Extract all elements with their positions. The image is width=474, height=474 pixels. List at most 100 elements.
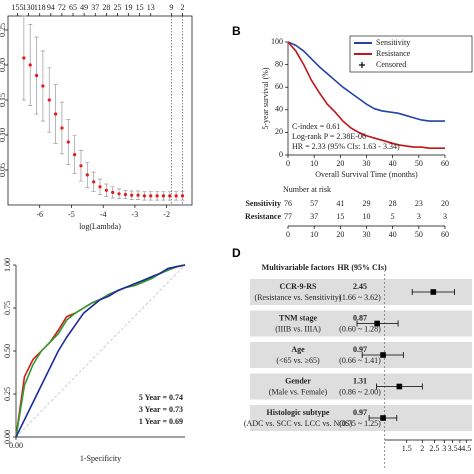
- top-tick-label: 28: [102, 3, 110, 12]
- panel-label: B: [232, 24, 241, 38]
- point: [174, 194, 178, 198]
- point: [136, 193, 140, 197]
- x-tick-label: -6: [36, 210, 43, 219]
- y-tick-label: 0.25: [0, 23, 7, 37]
- hr-marker: [380, 352, 386, 358]
- point: [117, 192, 121, 196]
- point: [142, 194, 147, 198]
- hr-ci: (0.66 ~ 1.41): [339, 356, 381, 365]
- risk-count: 23: [415, 199, 423, 208]
- top-tick-label: 94: [47, 3, 55, 12]
- point: [79, 164, 83, 168]
- diagonal: [15, 264, 186, 438]
- x-tick-label: 0: [286, 230, 290, 239]
- x-tick-label: 4: [458, 444, 462, 453]
- x-tick-label: 30: [363, 159, 371, 168]
- hr-value: 0.97: [353, 408, 367, 417]
- y-tick-label: 0.50: [3, 344, 12, 358]
- row-band: [250, 373, 472, 400]
- y-tick-label: 100: [271, 37, 283, 46]
- x-tick-label: -3: [132, 210, 139, 219]
- x-tick-label: 50: [415, 230, 423, 239]
- legend-label: Resistance: [376, 49, 411, 58]
- top-tick-label: 130: [23, 3, 35, 12]
- point: [168, 194, 172, 198]
- point: [34, 73, 39, 78]
- point: [47, 98, 51, 102]
- factor-name: Gender: [285, 376, 311, 385]
- hr-value: 1.31: [353, 376, 367, 385]
- annotation: HR = 2.33 (95% CIs: 1.63 - 3.34): [292, 142, 400, 151]
- y-tick-label: 0.75: [3, 301, 12, 315]
- top-tick-label: 2: [180, 3, 184, 12]
- point: [155, 194, 159, 198]
- hr-value: 0.87: [353, 313, 367, 322]
- y-tick-label: 40: [275, 105, 283, 114]
- row-band: [250, 405, 472, 431]
- risk-table-title: Number at risk: [283, 185, 331, 194]
- factor-comparison: (Resistance vs. Sensitivity): [255, 293, 342, 302]
- survival-curve: [287, 41, 445, 150]
- roc-curve: [15, 264, 186, 438]
- risk-count: 15: [336, 212, 344, 221]
- risk-count: 37: [310, 212, 318, 221]
- legend-label: Censored: [376, 60, 406, 69]
- header: Multivariable factors: [262, 263, 335, 272]
- y-tick-label: 0.25: [3, 387, 12, 401]
- survival-curve: [287, 41, 445, 122]
- point: [22, 56, 26, 60]
- point: [41, 84, 45, 88]
- top-tick-label: 118: [34, 3, 46, 12]
- hr-marker: [396, 383, 403, 390]
- risk-count: 20: [441, 199, 449, 208]
- x-axis-label: log(Lambda): [79, 222, 121, 231]
- factor-name: CCR-9-RS: [280, 282, 317, 291]
- hr-value: 0.97: [353, 345, 367, 354]
- factor-name: Histologic subtype: [267, 408, 330, 417]
- risk-count: 57: [310, 199, 318, 208]
- y-tick-label: 0.00: [3, 430, 12, 444]
- x-tick-label: 10: [310, 159, 318, 168]
- risk-count: 41: [336, 199, 344, 208]
- row-band: [250, 342, 472, 368]
- top-tick-label: 25: [113, 3, 121, 12]
- y-tick-label: 80: [275, 59, 283, 68]
- y-tick-label: 1.00: [3, 258, 12, 272]
- panel-label: D: [232, 246, 241, 260]
- x-tick-label: 50: [415, 159, 423, 168]
- top-tick-label: 9: [169, 3, 173, 12]
- factor-comparison: (IIIB vs. IIIA): [275, 324, 321, 333]
- top-tick-label: 13: [147, 3, 155, 12]
- hr-marker: [380, 415, 386, 421]
- risk-count: 28: [389, 199, 397, 208]
- point: [161, 194, 166, 198]
- hr-ci: (0.86 ~ 2.00): [339, 387, 381, 396]
- annotation: Log-rank P = 2.38E-06: [292, 132, 366, 141]
- top-tick-label: 155: [12, 3, 24, 12]
- x-tick-label: -2: [163, 210, 170, 219]
- y-tick-label: 0: [279, 150, 283, 159]
- x-tick-label: 0: [286, 159, 290, 168]
- hr-ci: (0.60 ~ 1.28): [339, 324, 381, 333]
- factor-comparison: (ADC vs. SCC vs. LCC vs. NOS): [244, 419, 353, 428]
- point: [130, 193, 134, 197]
- x-tick-label: 2: [420, 444, 424, 453]
- x-axis-label: 1-Specificity: [80, 454, 121, 463]
- point: [53, 112, 58, 116]
- hr-ci: (1.66 ~ 3.62): [339, 293, 381, 302]
- point: [98, 185, 102, 189]
- x-tick-label: 20: [336, 159, 344, 168]
- annotation: C-index = 0.61: [292, 122, 340, 131]
- x-tick-label: 40: [389, 159, 397, 168]
- top-tick-label: 65: [69, 3, 77, 12]
- y-axis-label: 5-year survival (%): [261, 67, 270, 130]
- risk-count: 77: [284, 212, 292, 221]
- x-tick-label: 4.5: [461, 444, 471, 453]
- legend-label: 1 Year = 0.69: [139, 417, 183, 426]
- factor-name: TNM stage: [279, 313, 317, 322]
- top-tick-label: 19: [125, 3, 133, 12]
- x-tick-label: 3.5: [448, 444, 458, 453]
- hr-marker: [430, 289, 437, 295]
- risk-count: 3: [443, 212, 447, 221]
